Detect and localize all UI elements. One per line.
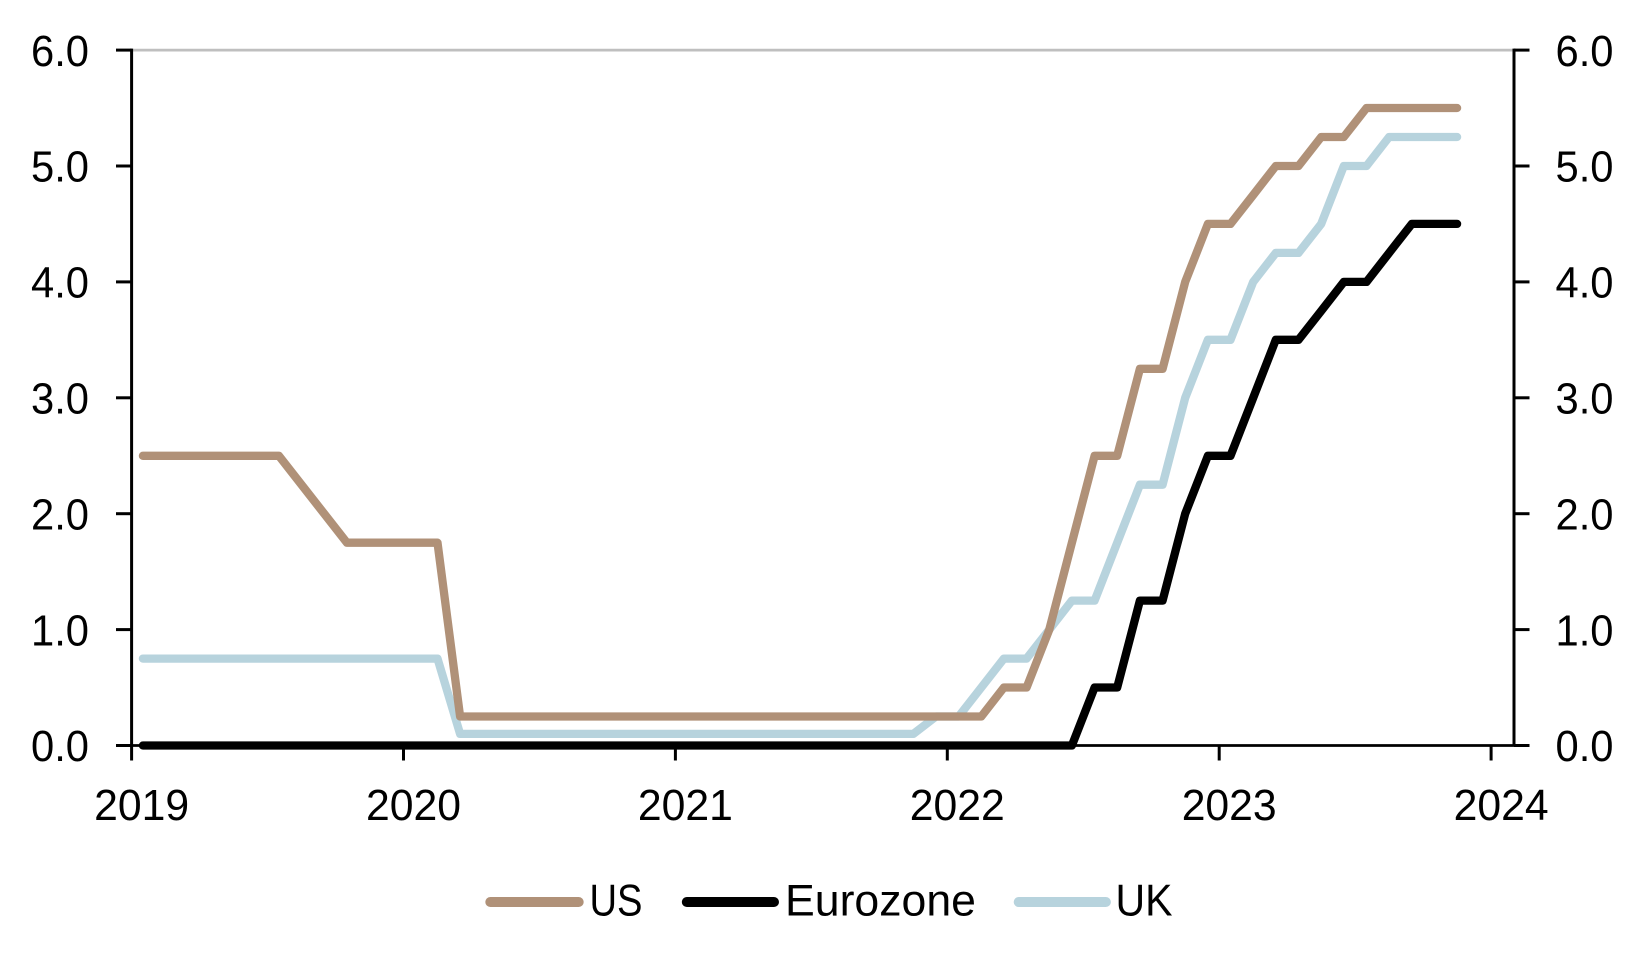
svg-text:4.0: 4.0 bbox=[1556, 259, 1614, 308]
svg-text:4.0: 4.0 bbox=[31, 259, 89, 308]
svg-text:US: US bbox=[590, 877, 643, 926]
svg-text:6.0: 6.0 bbox=[1556, 27, 1614, 76]
svg-text:2.0: 2.0 bbox=[31, 490, 89, 539]
svg-text:1.0: 1.0 bbox=[1556, 606, 1614, 655]
svg-text:5.0: 5.0 bbox=[31, 143, 89, 192]
svg-text:2023: 2023 bbox=[1182, 781, 1277, 830]
svg-text:3.0: 3.0 bbox=[31, 375, 89, 424]
svg-text:3.0: 3.0 bbox=[1556, 375, 1614, 424]
svg-text:2.0: 2.0 bbox=[1556, 490, 1614, 539]
svg-text:0.0: 0.0 bbox=[1556, 722, 1614, 771]
svg-text:6.0: 6.0 bbox=[31, 27, 89, 76]
svg-text:2021: 2021 bbox=[638, 781, 733, 830]
svg-text:UK: UK bbox=[1116, 877, 1173, 926]
svg-text:1.0: 1.0 bbox=[31, 606, 89, 655]
svg-text:5.0: 5.0 bbox=[1556, 143, 1614, 192]
svg-text:2019: 2019 bbox=[94, 781, 189, 830]
svg-text:2022: 2022 bbox=[910, 781, 1005, 830]
svg-text:2024: 2024 bbox=[1454, 781, 1549, 830]
svg-text:0.0: 0.0 bbox=[31, 722, 89, 771]
svg-text:2020: 2020 bbox=[366, 781, 461, 830]
svg-text:Eurozone: Eurozone bbox=[785, 877, 976, 926]
